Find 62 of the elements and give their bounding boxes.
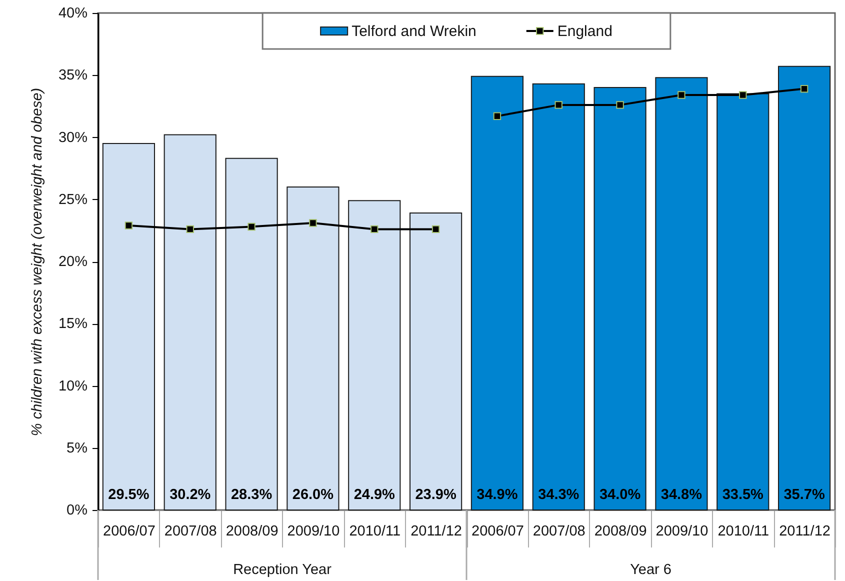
text: Year 6 [630, 562, 672, 578]
x-tick-label: 2006/07 [471, 524, 524, 540]
point [124, 222, 133, 230]
point [309, 219, 317, 227]
x-tick-label: 2008/09 [594, 524, 647, 540]
bar [594, 87, 646, 510]
bar [470, 76, 524, 510]
y-tick-label: 10% [58, 378, 88, 394]
bar [286, 186, 340, 510]
x-tick-label: 2009/10 [287, 524, 340, 540]
data-label: 34.0% [599, 487, 641, 503]
x-tick-label: 2011/12 [410, 524, 462, 540]
bar [348, 200, 401, 510]
point [678, 91, 686, 99]
data-label: 30.2% [170, 487, 211, 503]
point [493, 112, 502, 120]
bar [655, 77, 708, 510]
y-tick-label: 25% [58, 192, 88, 208]
y-axis-title: % children with excess weight (overweight and obese) [29, 88, 46, 436]
point [800, 84, 808, 93]
bar [164, 134, 216, 510]
point [432, 225, 440, 234]
bar [409, 212, 462, 510]
legend-label: Telford and Wrekin [352, 23, 476, 40]
y-tick-label: 0% [66, 502, 88, 518]
x-tick-label: 2010/11 [718, 524, 770, 540]
data-label: 33.5% [722, 487, 764, 503]
point [554, 101, 562, 109]
bar [225, 158, 278, 510]
data-label: 34.9% [476, 487, 518, 503]
point [370, 225, 378, 234]
y-tick-label: 30% [58, 130, 88, 146]
bar [778, 66, 831, 510]
y-tick-label: 15% [58, 316, 88, 332]
bar [716, 93, 770, 510]
x-tick-label: 2010/11 [349, 524, 401, 540]
y-tick-label: 35% [58, 68, 88, 84]
point [186, 225, 194, 234]
data-label: 28.3% [230, 487, 272, 503]
legend-label: England [557, 23, 612, 40]
x-tick-label: 2007/08 [164, 524, 217, 540]
x-tick-label: 2009/10 [656, 524, 708, 540]
point [616, 101, 624, 109]
data-label: 24.9% [354, 487, 396, 503]
x-tick-label: 2007/08 [532, 524, 586, 540]
data-label: 26.0% [292, 487, 334, 503]
x-tick-label: 2006/07 [102, 524, 156, 540]
text: Reception Year [233, 562, 332, 578]
y-tick-label: 5% [66, 440, 88, 456]
bar [532, 83, 585, 510]
y-tick-label: 40% [58, 6, 88, 22]
x-tick-label: 2011/12 [779, 524, 830, 540]
data-label: 35.7% [784, 487, 825, 503]
x-tick-label: 2008/09 [226, 524, 278, 540]
data-label: 23.9% [415, 487, 456, 503]
data-label: 29.5% [108, 487, 150, 503]
data-label: 34.3% [538, 487, 580, 503]
y-tick-label: 20% [58, 254, 88, 270]
point [739, 91, 747, 99]
bar [102, 142, 156, 510]
point [248, 222, 256, 231]
data-label: 34.8% [660, 487, 702, 503]
